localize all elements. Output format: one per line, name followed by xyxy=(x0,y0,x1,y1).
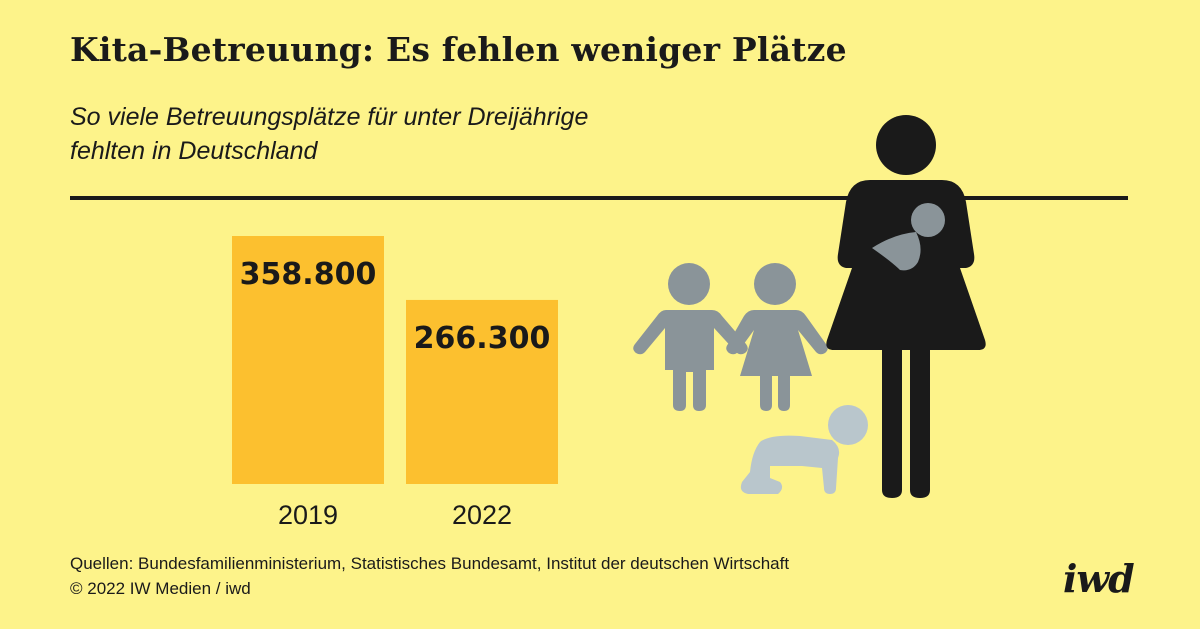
sources-text: Quellen: Bundesfamilienministerium, Stat… xyxy=(70,554,790,573)
boy-icon xyxy=(633,263,748,411)
girl-icon xyxy=(726,263,828,411)
subtitle-line-1: So viele Betreuungsplätze für unter Drei… xyxy=(70,103,589,131)
bars-group: 358.800 2019 266.300 2022 xyxy=(232,236,558,530)
page-title: Kita-Betreuung: Es fehlen weniger Plätze xyxy=(70,30,847,69)
crawling-baby-icon xyxy=(740,405,868,494)
bar-value-label: 358.800 xyxy=(240,257,377,292)
mother-with-baby-icon xyxy=(826,115,986,498)
source-note: Quellen: Bundesfamilienministerium, Stat… xyxy=(70,551,789,601)
category-label: 2022 xyxy=(452,500,512,530)
subtitle-line-2: fehlten in Deutschland xyxy=(70,137,318,165)
iwd-logo: iwd xyxy=(1063,556,1135,601)
bar-2019 xyxy=(232,236,384,484)
category-label: 2019 xyxy=(278,500,338,530)
bar-value-label: 266.300 xyxy=(414,321,551,356)
people-illustration xyxy=(633,115,986,498)
header-divider xyxy=(70,196,1128,200)
copyright-text: © 2022 IW Medien / iwd xyxy=(70,579,251,598)
page-subtitle: So viele Betreuungsplätze für unter Drei… xyxy=(70,100,710,168)
bar-2022 xyxy=(406,299,558,484)
